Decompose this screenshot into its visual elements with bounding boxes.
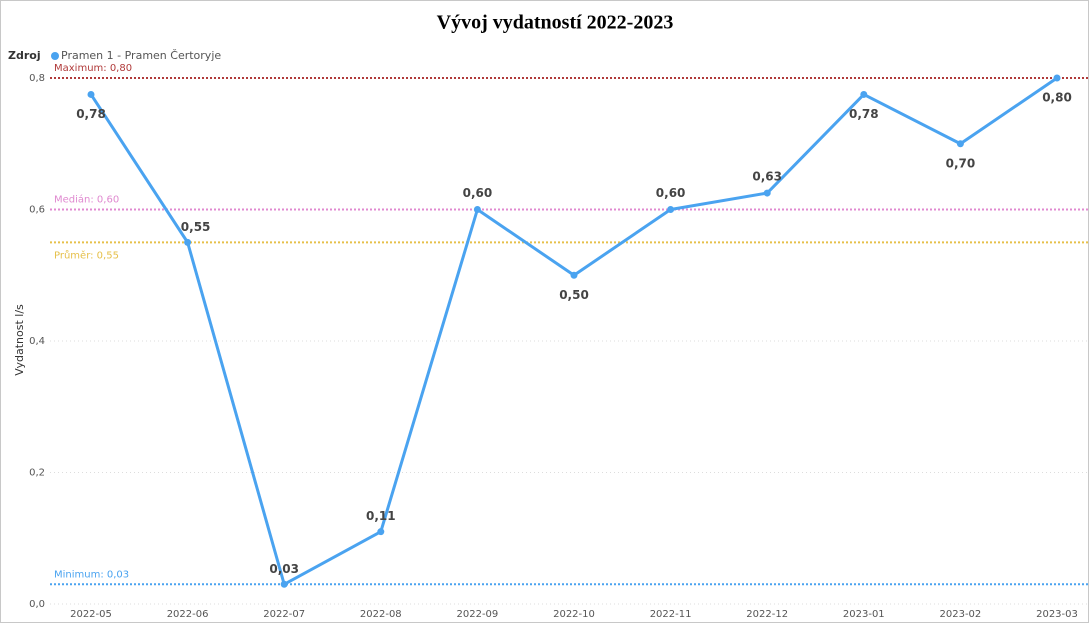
data-label: 0,60 [656, 186, 686, 200]
point [87, 90, 95, 98]
y-axis-label: Vydatnost l/s [13, 304, 26, 376]
x-tick-label: 2023-03 [1036, 609, 1078, 620]
data-label: 0,11 [366, 509, 396, 523]
point [763, 189, 771, 197]
point [570, 271, 578, 279]
x-tick-label: 2022-07 [263, 609, 305, 620]
x-tick-label: 2022-12 [746, 609, 788, 620]
data-label: 0,60 [463, 186, 493, 200]
chart-title: Vývoj vydatností 2022-2023 [437, 12, 674, 34]
data-label: 0,70 [946, 156, 976, 170]
legend-label: Pramen 1 - Pramen Čertoryje [61, 49, 221, 62]
y-tick-label: 0,8 [29, 73, 45, 84]
point [956, 140, 964, 148]
data-label: 0,63 [752, 170, 782, 184]
point [377, 528, 385, 536]
x-tick-label: 2022-11 [650, 609, 692, 620]
reference-label: Medián: 0,60 [54, 194, 119, 206]
point [280, 580, 288, 588]
data-label: 0,80 [1042, 91, 1072, 105]
y-tick-label: 0,4 [29, 336, 45, 347]
point [1053, 74, 1061, 82]
x-tick-label: 2022-06 [167, 609, 209, 620]
reference-label: Maximum: 0,80 [54, 63, 132, 74]
y-tick-label: 0,2 [29, 468, 45, 479]
y-tick-label: 0,6 [29, 205, 45, 216]
point [667, 206, 675, 213]
x-tick-label: 2022-05 [70, 609, 112, 620]
data-label: 0,78 [76, 107, 106, 121]
x-tick-label: 2022-09 [457, 609, 499, 620]
point [184, 238, 192, 246]
x-tick-label: 2022-10 [553, 609, 595, 620]
data-label: 0,55 [181, 220, 211, 234]
y-tick-label: 0,0 [29, 599, 45, 610]
x-tick-label: 2023-02 [940, 609, 982, 620]
x-tick-label: 2022-08 [360, 609, 402, 620]
x-tick-label: 2023-01 [843, 609, 885, 620]
data-label: 0,78 [849, 107, 879, 121]
data-label: 0,50 [559, 288, 589, 302]
reference-label: Průměr: 0,55 [54, 249, 119, 261]
legend-title: Zdroj [8, 49, 41, 62]
point [860, 90, 868, 98]
legend-marker [51, 52, 59, 60]
data-label: 0,03 [269, 562, 299, 576]
point [473, 206, 481, 213]
reference-label: Minimum: 0,03 [54, 569, 129, 580]
